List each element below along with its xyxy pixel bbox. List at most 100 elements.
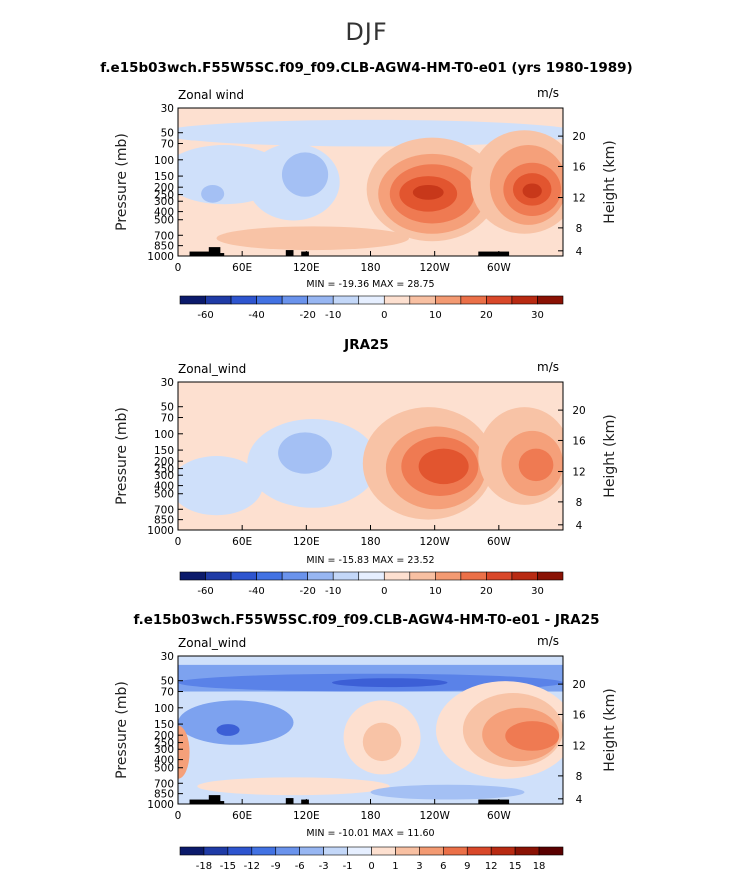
colorbar-label: 0 <box>381 586 387 597</box>
colorbar-segment <box>203 846 229 856</box>
colorbar-segment <box>490 846 516 856</box>
colorbar-segment <box>179 846 205 856</box>
pressure-tick-label: 50 <box>161 676 174 688</box>
colorbar-segment <box>281 295 308 305</box>
height-tick-label: 16 <box>572 709 586 721</box>
colorbar-segment <box>419 846 444 856</box>
colorbar-label: 0 <box>381 310 387 321</box>
height-axis-label: Height (km) <box>602 688 618 771</box>
height-tick-label: 20 <box>572 131 585 143</box>
panel-1-title: f.e15b03wch.F55W5SC.f09_f09.CLB-AGW4-HM-… <box>100 60 633 76</box>
height-tick-label: 8 <box>576 771 583 783</box>
pressure-axis-label: Pressure (mb) <box>114 681 130 779</box>
pressure-tick-label: 850 <box>154 789 174 801</box>
height-tick-label: 16 <box>572 435 586 447</box>
height-tick-label: 12 <box>572 193 585 205</box>
colorbar-label: 30 <box>531 586 544 597</box>
height-tick-label: 20 <box>572 405 585 417</box>
colorbar-segment <box>443 846 468 856</box>
contour-lower-positive <box>197 777 390 796</box>
pressure-tick-label: 70 <box>161 687 174 699</box>
colorbar-segment <box>358 571 385 581</box>
colorbar-segment <box>256 295 283 305</box>
panel-1-colorbar: -60 -40 -20 -10 0 10 20 30 <box>179 295 564 321</box>
contour-lower-negative <box>370 784 525 800</box>
pressure-tick-label: 500 <box>154 489 174 501</box>
longitude-tick-label: 120E <box>293 810 320 822</box>
height-tick-label: 8 <box>576 497 583 509</box>
contour-small-easterly <box>201 184 225 203</box>
panel-3-minmax: MIN = -10.01 MAX = 11.60 <box>306 828 435 839</box>
colorbar-label: 12 <box>485 861 498 872</box>
contour-easterly-core <box>278 432 332 474</box>
pressure-tick-label: 70 <box>161 139 174 151</box>
longitude-tick-label: 180 <box>360 810 380 822</box>
contour-upper-band-max <box>332 678 448 688</box>
contour-lower-westerly <box>216 226 409 251</box>
colorbar-segment <box>486 571 513 581</box>
topography-bar <box>212 801 225 804</box>
colorbar-segment <box>371 846 396 856</box>
longitude-tick-label: 60W <box>487 810 511 822</box>
colorbar-label: -6 <box>295 861 305 872</box>
contour-positive-west-edge <box>178 725 190 779</box>
pressure-tick-label: 200 <box>154 182 174 194</box>
pressure-tick-label: 300 <box>154 196 174 208</box>
pressure-tick-label: 500 <box>154 215 174 227</box>
longitude-tick-label: 120E <box>293 262 320 274</box>
longitude-tick-label: 0 <box>175 536 182 548</box>
colorbar-label: -10 <box>325 586 341 597</box>
pressure-tick-label: 700 <box>154 778 174 790</box>
panel-2-units: m/s <box>537 360 559 374</box>
colorbar-segment <box>332 295 360 305</box>
pressure-tick-label: 1000 <box>147 525 174 537</box>
pressure-tick-label: 50 <box>161 402 174 414</box>
pressure-tick-label: 150 <box>154 171 174 183</box>
height-tick-label: 4 <box>576 520 583 532</box>
colorbar-label: -20 <box>299 310 315 321</box>
colorbar-segment <box>466 846 492 856</box>
longitude-tick-label: 60W <box>487 262 511 274</box>
colorbar-label: -10 <box>325 310 341 321</box>
height-tick-label: 12 <box>572 741 585 753</box>
colorbar-segment <box>435 295 462 305</box>
contour-jet-1-core <box>412 184 444 200</box>
contour-positive-180-core <box>362 722 402 762</box>
colorbar-segment <box>205 571 232 581</box>
pressure-tick-label: 400 <box>154 207 174 219</box>
colorbar-label: 20 <box>480 310 493 321</box>
colorbar-segment <box>409 295 436 305</box>
colorbar-segment <box>307 295 334 305</box>
pressure-tick-label: 400 <box>154 481 174 493</box>
height-axis-label: Height (km) <box>602 140 618 223</box>
longitude-tick-label: 180 <box>360 536 380 548</box>
topography-bar <box>208 247 221 256</box>
topography-bar <box>285 798 294 804</box>
panel-2-colorbar: -60 -40 -20 -10 0 10 20 30 <box>179 571 564 597</box>
colorbar-segment <box>537 571 564 581</box>
colorbar-segment <box>514 846 540 856</box>
colorbar-segment <box>179 571 206 581</box>
topography-bar <box>301 251 309 256</box>
longitude-tick-label: 120W <box>419 262 450 274</box>
colorbar-segment <box>281 571 308 581</box>
pressure-tick-label: 250 <box>154 464 174 476</box>
colorbar-segment <box>395 846 420 856</box>
colorbar-segment <box>227 846 253 856</box>
longitude-tick-label: 60E <box>232 262 252 274</box>
pressure-tick-label: 300 <box>154 470 174 482</box>
pressure-tick-label: 150 <box>154 719 174 731</box>
contour-jet-2-core <box>522 183 542 199</box>
height-tick-label: 12 <box>572 467 585 479</box>
pressure-tick-label: 30 <box>161 377 174 389</box>
panel-2-minmax: MIN = -15.83 MAX = 23.52 <box>306 555 435 566</box>
colorbar-segment <box>537 295 564 305</box>
panel-1-units: m/s <box>537 86 559 100</box>
colorbar-label: -40 <box>248 586 264 597</box>
colorbar-label: 10 <box>429 586 442 597</box>
pressure-tick-label: 1000 <box>147 799 174 811</box>
colorbar-segment <box>511 571 538 581</box>
colorbar-segment <box>383 295 411 305</box>
colorbar-segment <box>230 571 257 581</box>
